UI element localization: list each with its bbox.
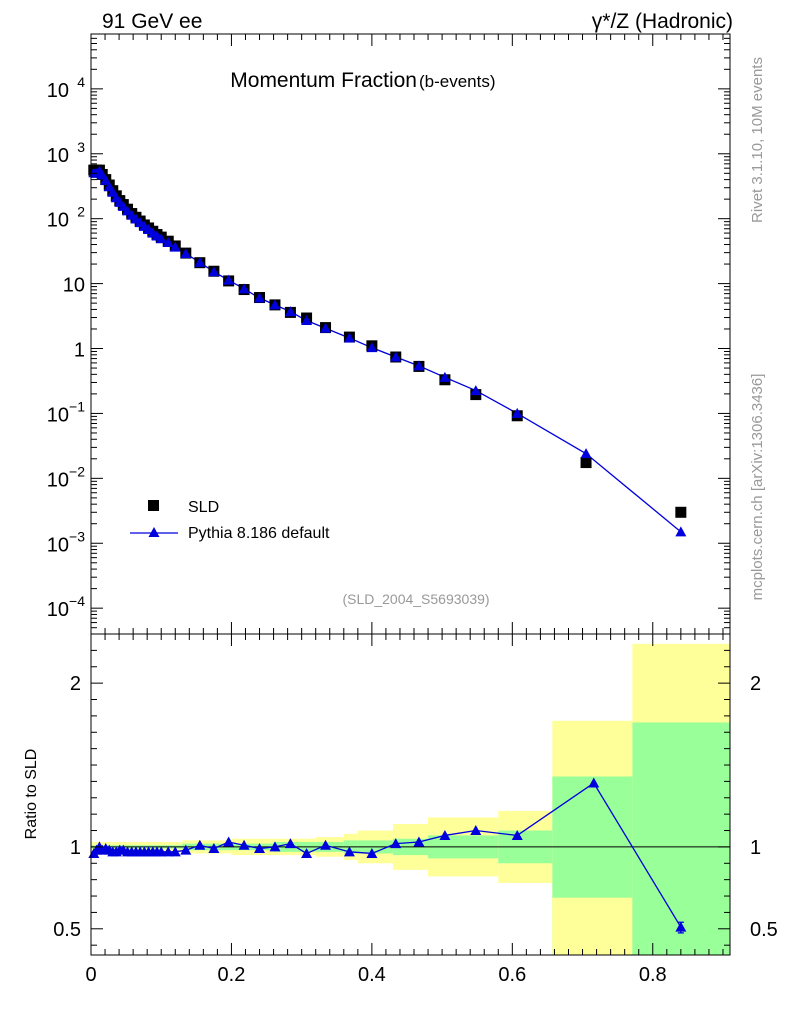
y-tick-label: 10	[47, 469, 69, 491]
ratio-point	[223, 836, 235, 847]
y-tick-exponent: −3	[69, 528, 85, 544]
ratio-point	[343, 846, 355, 857]
legend-mc-marker	[148, 527, 160, 537]
ratio-y-tick-label-right: 2	[750, 673, 761, 695]
x-tick-label: 0.2	[218, 964, 246, 986]
mc-series-line	[93, 170, 682, 533]
ratio-point	[254, 843, 266, 854]
mc-point	[320, 322, 332, 333]
ratio-point	[320, 839, 332, 850]
y-tick-label: 10	[47, 599, 69, 621]
main-title: Momentum Fraction	[230, 69, 417, 92]
y-tick-exponent: −4	[69, 593, 85, 609]
ratio-point	[284, 838, 296, 849]
ratio-point	[169, 846, 181, 857]
ratio-y-tick-label: 1	[70, 837, 81, 859]
legend-mc-label: Pythia 8.186 default	[188, 525, 330, 542]
sld-data-point	[580, 457, 592, 469]
main-title-suffix: (b-events)	[419, 72, 496, 91]
y-tick-label: 1	[74, 340, 85, 362]
mc-point	[169, 241, 181, 252]
mc-point	[470, 385, 482, 396]
ratio-point	[511, 829, 523, 840]
mc-point	[439, 371, 451, 382]
ratio-band-inner	[632, 722, 730, 955]
mc-point	[675, 526, 687, 537]
ratio-point	[238, 839, 250, 850]
header-right: γ*/Z (Hadronic)	[592, 10, 733, 33]
x-tick-label: 0.6	[498, 964, 526, 986]
ratio-point	[269, 841, 281, 852]
ratio-point	[588, 777, 600, 788]
rivet-label: Rivet 3.1.10, 10M events	[749, 57, 766, 223]
legend-data-marker	[148, 500, 159, 511]
x-tick-label: 0	[85, 964, 96, 986]
mc-point	[238, 283, 250, 294]
y-tick-label: 10	[47, 145, 69, 167]
y-tick-exponent: 3	[77, 139, 85, 155]
y-tick-label: 10	[47, 210, 69, 232]
mc-point	[413, 360, 425, 371]
ratio-y-tick-label: 0.5	[53, 919, 81, 941]
ratio-point	[366, 847, 378, 858]
ratio-frame	[90, 633, 731, 956]
ratio-y-tick-label: 2	[70, 673, 81, 695]
mc-point	[301, 315, 313, 326]
header-left: 91 GeV ee	[102, 10, 202, 33]
mc-point	[223, 274, 235, 285]
y-tick-label: 10	[47, 404, 69, 426]
ratio-y-tick-label-right: 1	[750, 837, 761, 859]
ratio-point	[208, 843, 220, 854]
mc-point	[208, 266, 220, 277]
mc-point	[155, 233, 167, 244]
ratio-point	[301, 847, 313, 858]
y-tick-label: 10	[63, 275, 85, 297]
y-tick-label: 10	[47, 534, 69, 556]
ratio-point	[180, 844, 192, 855]
ratio-point	[413, 836, 425, 847]
mc-point	[162, 236, 174, 247]
mc-point	[100, 174, 112, 185]
watermark: (SLD_2004_S5693039)	[342, 591, 489, 607]
x-tick-label: 0.8	[639, 964, 667, 986]
y-tick-exponent: 4	[77, 74, 85, 90]
main-frame	[90, 33, 731, 635]
mc-point	[269, 299, 281, 310]
y-tick-exponent: −1	[69, 398, 85, 414]
mc-point	[284, 306, 296, 317]
legend-data-label: SLD	[188, 499, 219, 516]
y-tick-exponent: 2	[77, 204, 85, 220]
y-tick-label: 10	[47, 80, 69, 102]
mc-point	[194, 256, 206, 267]
mc-point	[366, 342, 378, 353]
ratio-point	[162, 846, 174, 857]
ratio-point	[194, 839, 206, 850]
mcplots-label: mcplots.cern.ch [arXiv:1306.3436]	[749, 374, 766, 601]
ratio-y-tick-label-right: 0.5	[750, 919, 778, 941]
sld-data-point	[675, 506, 687, 518]
legend: SLD Pythia 8.186 default	[130, 499, 330, 542]
mc-point	[390, 351, 402, 362]
mc-point	[180, 248, 192, 259]
ratio-point	[390, 838, 402, 849]
ratio-panel: 0.5 0.5 1 1 2 2 0 0.2 0.4 0.6 0.8 Ratio to SLD	[23, 633, 778, 986]
x-tick-label: 0.4	[358, 964, 386, 986]
mc-point	[254, 292, 266, 303]
mc-point	[580, 448, 592, 459]
mc-point	[511, 407, 523, 418]
mc-point	[343, 332, 355, 343]
ratio-band-outer	[552, 897, 633, 955]
ratio-point	[470, 825, 482, 836]
ratio-point	[439, 829, 451, 840]
ratio-ylabel: Ratio to SLD	[23, 749, 40, 840]
y-tick-exponent: −2	[69, 463, 85, 479]
ratio-point	[155, 846, 167, 857]
